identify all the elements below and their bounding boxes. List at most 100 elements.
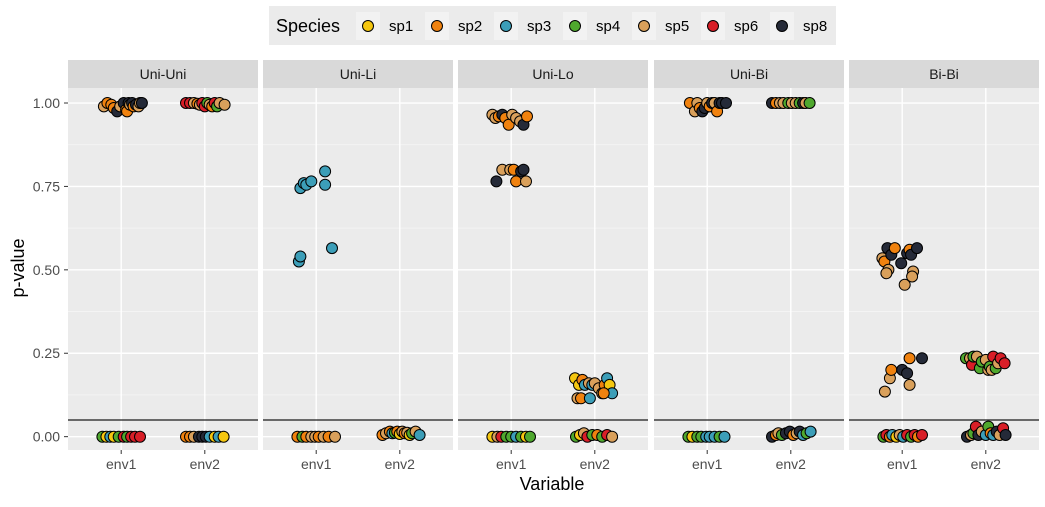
point-sp3 <box>305 175 318 188</box>
point-sp4 <box>803 97 816 109</box>
panel-background <box>263 88 453 450</box>
point-sp5 <box>218 98 231 111</box>
y-tick-label: 0.25 <box>33 345 60 361</box>
point-sp8 <box>901 367 914 380</box>
y-tick-label: 0.75 <box>33 178 60 194</box>
facet-strip <box>458 60 648 88</box>
panel-background <box>654 88 844 450</box>
x-tick-label: env2 <box>776 456 807 472</box>
x-tick-label: env2 <box>971 456 1002 472</box>
x-tick-label: env1 <box>496 456 527 472</box>
x-tick-label: env2 <box>190 456 221 472</box>
legend-swatch-sp4 <box>569 20 581 32</box>
panel-bi-bi: Bi-Bi env1 env2 <box>849 60 1039 472</box>
point-sp8 <box>895 257 908 270</box>
panel-background <box>849 88 1039 450</box>
point-sp2 <box>885 363 898 376</box>
facet-title: Uni-Uni <box>140 66 187 82</box>
facet-strip <box>654 60 844 88</box>
point-sp3 <box>319 178 332 191</box>
point-sp5 <box>898 278 911 291</box>
y-axis: 0.00 0.25 0.50 0.75 1.00 <box>33 95 68 445</box>
x-tick-label: env2 <box>580 456 611 472</box>
legend-swatch-sp8 <box>776 20 788 32</box>
points <box>96 97 231 443</box>
point-sp8 <box>135 97 148 109</box>
legend-swatch-sp1 <box>362 20 374 32</box>
point-sp3 <box>294 250 307 263</box>
point-sp8 <box>720 97 732 109</box>
points <box>291 165 426 443</box>
facet-strip <box>68 60 258 88</box>
panel-uni-lo: Uni-Lo env1 env2 <box>458 60 648 472</box>
facet-strip <box>849 60 1039 88</box>
legend-swatch-sp6 <box>707 20 719 32</box>
legend-swatch-sp5 <box>638 20 650 32</box>
legend-item-sp3: sp3 <box>494 12 551 40</box>
legend-label-sp6: sp6 <box>734 18 758 35</box>
point-sp3 <box>413 429 426 441</box>
facet-title: Bi-Bi <box>929 66 959 82</box>
point-sp4 <box>524 430 536 443</box>
point-sp5 <box>329 430 341 443</box>
point-sp6 <box>916 429 928 441</box>
point-sp6 <box>134 430 146 443</box>
point-sp3 <box>319 165 332 178</box>
point-sp2 <box>510 175 523 188</box>
legend-label-sp5: sp5 <box>665 18 689 35</box>
x-tick-label: env1 <box>887 456 918 472</box>
legend-label-sp3: sp3 <box>527 18 551 35</box>
legend: Species sp1 sp2 sp3 sp4 sp5 sp6 sp8 <box>269 6 836 45</box>
facet-panels: Uni-Uni env1 env2 Uni-Li env1 env2 Uni-Lo env1 e… <box>68 60 1039 472</box>
legend-title: Species <box>276 16 340 36</box>
y-tick-label: 1.00 <box>33 95 60 111</box>
y-axis-title: p-value <box>8 238 28 297</box>
panel-background <box>68 88 258 450</box>
point-sp5 <box>878 385 891 398</box>
legend-label-sp1: sp1 <box>389 18 413 35</box>
point-sp2 <box>597 387 610 400</box>
point-sp8 <box>916 352 928 365</box>
point-sp3 <box>326 242 338 255</box>
points <box>682 97 817 443</box>
facet-title: Uni-Bi <box>730 66 768 82</box>
x-tick-label: env1 <box>301 456 332 472</box>
legend-label-sp8: sp8 <box>803 18 827 35</box>
legend-swatch-sp2 <box>431 20 443 32</box>
panel-uni-bi: Uni-Bi env1 env2 <box>654 60 844 472</box>
point-sp5 <box>880 267 893 280</box>
point-sp3 <box>718 430 731 443</box>
points <box>876 242 1012 443</box>
point-sp3 <box>804 425 817 438</box>
point-sp5 <box>606 430 619 443</box>
point-sp8 <box>490 175 503 188</box>
point-sp3 <box>583 392 596 405</box>
point-sp5 <box>520 175 532 188</box>
facet-title: Uni-Li <box>340 66 377 82</box>
panel-uni-li: Uni-Li env1 env2 <box>263 60 453 472</box>
legend-item-sp2: sp2 <box>425 12 482 40</box>
point-sp2 <box>888 242 901 255</box>
point-sp5 <box>906 270 919 283</box>
x-axis-title: Variable <box>520 474 585 494</box>
legend-label-sp2: sp2 <box>458 18 482 35</box>
legend-item-sp1: sp1 <box>356 12 413 40</box>
point-sp6 <box>998 357 1011 370</box>
legend-label-sp4: sp4 <box>596 18 620 35</box>
x-tick-label: env1 <box>106 456 137 472</box>
panel-uni-uni: Uni-Uni env1 env2 <box>68 60 258 472</box>
facet-strip <box>263 60 453 88</box>
legend-item-sp8: sp8 <box>770 12 827 40</box>
points <box>486 108 619 443</box>
point-sp5 <box>903 378 916 391</box>
y-tick-label: 0.50 <box>33 262 60 278</box>
y-tick-label: 0.00 <box>33 429 60 445</box>
point-sp8 <box>911 242 923 255</box>
legend-item-sp6: sp6 <box>701 12 758 40</box>
point-sp8 <box>517 163 530 176</box>
legend-swatch-sp3 <box>500 20 512 32</box>
x-tick-label: env1 <box>692 456 723 472</box>
x-tick-label: env2 <box>385 456 416 472</box>
